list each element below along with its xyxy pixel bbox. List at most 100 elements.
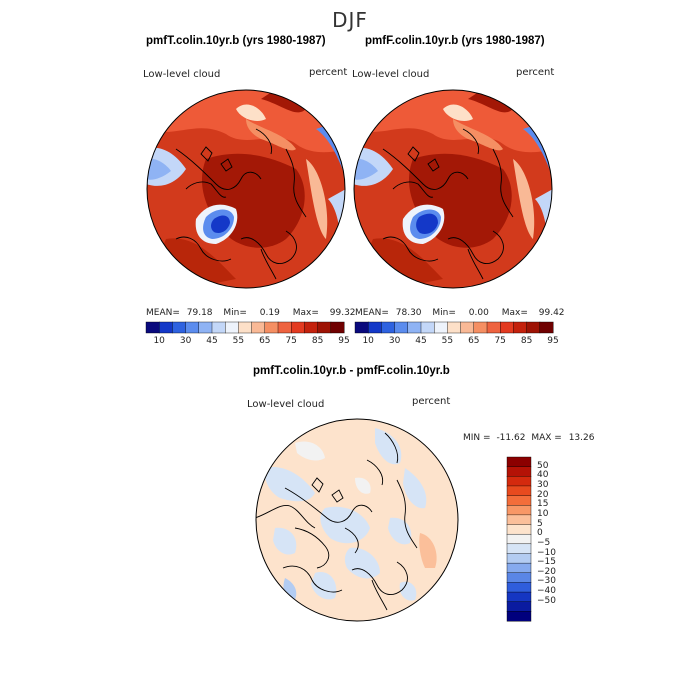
right-colorbar-swatch xyxy=(460,321,475,334)
left-colorbar-tick-label: 65 xyxy=(259,336,271,346)
diff-colorbar-swatch xyxy=(506,601,532,612)
diff-colorbar-swatch xyxy=(506,514,532,526)
right-colorbar-swatch xyxy=(394,321,409,334)
diff-colorbar-tick-label: 5 xyxy=(537,518,543,529)
diff-colorbar-swatch xyxy=(506,611,532,622)
left-max-value: 99.32 xyxy=(329,308,356,318)
left-variable-label: Low-level cloud xyxy=(143,69,221,80)
right-panel-title: pmfF.colin.10yr.b (yrs 1980-1987) xyxy=(365,35,545,47)
left-colorbar-swatch xyxy=(145,321,160,334)
diff-max-label: MAX = xyxy=(531,433,562,443)
diff-colorbar-tick-label: 0 xyxy=(537,528,543,539)
left-polar-map xyxy=(146,89,346,289)
right-colorbar-tick-label: 55 xyxy=(441,336,454,346)
right-max-value: 99.42 xyxy=(538,308,565,318)
diff-polar-map xyxy=(255,418,459,622)
diff-colorbar-swatch xyxy=(506,476,532,487)
diff-min-label: MIN = xyxy=(463,433,491,443)
right-colorbar-swatch xyxy=(499,321,514,334)
diff-colorbar-tick-label: 15 xyxy=(537,499,549,510)
diff-colorbar-tick-label: 20 xyxy=(537,489,549,500)
left-colorbar-swatch xyxy=(290,321,305,334)
diff-colorbar-swatch xyxy=(506,505,532,516)
diff-colorbar-swatch xyxy=(506,466,532,477)
left-colorbar-swatch xyxy=(198,321,213,334)
right-colorbar-swatch xyxy=(367,321,382,334)
left-colorbar-tick-label: 95 xyxy=(338,336,350,346)
left-panel-title: pmfT.colin.10yr.b (yrs 1980-1987) xyxy=(146,35,326,47)
right-colorbar-swatch xyxy=(473,321,488,334)
right-variable-label: Low-level cloud xyxy=(352,69,430,80)
diff-min-value: -11.62 xyxy=(496,433,526,443)
left-mean-value: 79.18 xyxy=(186,308,213,318)
right-colorbar-swatch xyxy=(420,321,435,334)
left-colorbar-tick-label: 10 xyxy=(153,336,165,346)
left-colorbar-swatch xyxy=(158,321,173,334)
diff-colorbar-tick-label: −40 xyxy=(537,586,556,597)
right-units-label: percent xyxy=(516,67,555,78)
left-min-label: Min= xyxy=(223,308,247,318)
diff-colorbar-tick-label: 40 xyxy=(537,470,549,481)
diff-colorbar-swatch xyxy=(506,533,532,545)
right-colorbar-swatch xyxy=(526,321,541,334)
left-colorbar-tick-label: 85 xyxy=(311,336,324,346)
right-colorbar-tick-label: 75 xyxy=(494,336,506,346)
left-colorbar-swatch xyxy=(172,321,187,334)
right-colorbar-tick-label: 10 xyxy=(362,336,374,346)
left-colorbar-tick-label: 30 xyxy=(179,336,192,346)
right-colorbar-tick-label: 85 xyxy=(520,336,533,346)
left-colorbar-swatch xyxy=(317,321,332,334)
right-colorbar-tick-label: 45 xyxy=(415,336,427,346)
left-colorbar-swatch xyxy=(251,321,266,334)
diff-colorbar-swatch xyxy=(506,524,532,535)
diff-colorbar-swatch xyxy=(506,591,532,603)
left-colorbar-swatch xyxy=(304,321,319,334)
left-colorbar-swatch xyxy=(330,321,345,334)
right-colorbar xyxy=(354,321,554,334)
diff-colorbar-swatch xyxy=(506,553,532,564)
left-stats: MEAN= 79.18 Min= 0.19 Max= 99.32 xyxy=(146,308,356,318)
right-colorbar-swatch xyxy=(539,321,554,334)
left-colorbar-ticks: 10 30 45 55 65 75 85 95 xyxy=(146,336,349,348)
figure-title: DJF xyxy=(332,8,368,32)
diff-colorbar-tick-label: 50 xyxy=(537,460,549,471)
diff-units-label: percent xyxy=(412,396,451,407)
diff-colorbar-tick-label: −50 xyxy=(537,595,556,606)
left-min-value: 0.19 xyxy=(259,308,280,318)
right-colorbar-swatch xyxy=(381,321,396,334)
left-colorbar-tick-label: 45 xyxy=(206,336,218,346)
diff-colorbar-swatch xyxy=(506,572,532,583)
diff-colorbar-swatch xyxy=(506,485,532,497)
right-mean-value: 78.30 xyxy=(395,308,422,318)
right-colorbar-swatch xyxy=(447,321,462,334)
left-colorbar xyxy=(145,321,345,334)
left-colorbar-swatch xyxy=(211,321,226,334)
left-units-label: percent xyxy=(309,67,348,78)
left-colorbar-swatch xyxy=(238,321,253,334)
right-colorbar-swatch xyxy=(407,321,422,334)
diff-colorbar-tick-label: −20 xyxy=(537,566,556,577)
right-max-label: Max= xyxy=(501,308,528,318)
left-mean-label: MEAN= xyxy=(146,308,180,318)
right-min-value: 0.00 xyxy=(468,308,489,318)
diff-variable-label: Low-level cloud xyxy=(247,399,325,410)
left-colorbar-tick-label: 75 xyxy=(285,336,297,346)
right-polar-map xyxy=(353,89,553,289)
diff-colorbar xyxy=(506,456,532,622)
diff-colorbar-tick-label: −10 xyxy=(537,547,556,558)
right-mean-label: MEAN= xyxy=(355,308,389,318)
right-colorbar-swatch xyxy=(513,321,528,334)
diff-colorbar-tick-label: −5 xyxy=(537,537,551,548)
left-colorbar-swatch xyxy=(264,321,279,334)
diff-colorbar-tick-label: 10 xyxy=(537,508,549,519)
diff-colorbar-tick-label: −15 xyxy=(537,557,556,568)
diff-colorbar-swatch xyxy=(506,456,532,468)
right-colorbar-ticks: 10 30 45 55 65 75 85 95 xyxy=(355,336,558,348)
diff-colorbar-tick-label: −30 xyxy=(537,576,556,587)
diff-colorbar-swatch xyxy=(506,582,532,593)
diff-panel-title: pmfT.colin.10yr.b - pmfF.colin.10yr.b xyxy=(253,365,450,377)
left-colorbar-swatch xyxy=(277,321,292,334)
right-colorbar-tick-label: 95 xyxy=(547,336,559,346)
diff-colorbar-ticks: 50 40 30 20 15 10 5 0 −5 −10 −15 −20 −30 −40 −50 xyxy=(537,457,567,621)
left-colorbar-swatch xyxy=(224,321,239,334)
